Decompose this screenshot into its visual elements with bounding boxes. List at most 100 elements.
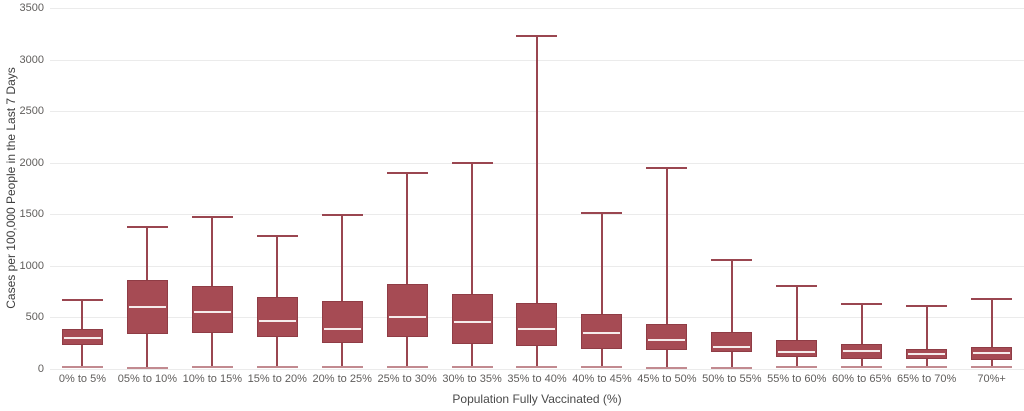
median-line (648, 339, 686, 342)
whisker-cap-top (581, 212, 623, 215)
whisker-cap-bottom (581, 366, 623, 369)
median-line (128, 306, 166, 309)
whisker-cap-bottom (61, 366, 103, 369)
box-plot-40% to 45% (569, 8, 634, 369)
box-plot-0% to 5% (50, 8, 115, 369)
iqr-box (581, 313, 623, 350)
x-category-label: 35% to 40% (507, 373, 567, 385)
x-category-label: 60% to 65% (832, 373, 892, 385)
whisker-stem (600, 213, 603, 368)
whisker-stem (535, 35, 538, 368)
box-plot-25% to 30% (375, 8, 440, 369)
whisker-cap-top (191, 216, 233, 219)
whisker-cap-top (321, 214, 363, 217)
whisker-stem (665, 167, 668, 368)
iqr-box (256, 296, 298, 337)
whisker-cap-bottom (906, 366, 948, 369)
y-tick-label: 0 (37, 363, 44, 375)
whisker-cap-top (776, 284, 818, 287)
median-line (778, 350, 816, 353)
x-category-label: 40% to 45% (572, 373, 632, 385)
y-tick-label: 3000 (19, 53, 44, 66)
plot-area (50, 8, 1024, 370)
whisker-cap-bottom (451, 366, 493, 369)
box-plot-30% to 35% (440, 8, 505, 369)
median-line (63, 336, 101, 339)
box-plot-65% to 70% (894, 8, 959, 369)
x-category-label: 70%+ (977, 373, 1006, 385)
box-plot-05% to 10% (115, 8, 180, 369)
y-tick-label: 1000 (19, 259, 44, 272)
whisker-cap-bottom (841, 366, 883, 369)
median-line (713, 346, 751, 349)
x-axis-title: Population Fully Vaccinated (%) (452, 392, 622, 406)
y-tick-label: 1500 (19, 208, 44, 221)
box-plot-20% to 25% (310, 8, 375, 369)
whisker-stem (471, 162, 474, 368)
median-line (518, 327, 556, 330)
whisker-cap-top (451, 161, 493, 164)
whisker-stem (990, 298, 993, 368)
x-category-label: 65% to 70% (896, 373, 957, 385)
gridline (50, 369, 1024, 370)
box-plot-45% to 50% (634, 8, 699, 369)
whisker-stem (795, 285, 798, 368)
median-line (388, 315, 426, 318)
whisker-cap-top (126, 225, 168, 228)
y-axis: 0 500 1000 1500 2000 2500 3000 3500 (0, 2, 44, 375)
iqr-box (321, 300, 363, 344)
whisker-cap-top (841, 303, 883, 306)
whisker-cap-top (516, 34, 558, 37)
whisker-cap-bottom (646, 366, 688, 369)
whisker-cap-bottom (971, 366, 1013, 369)
whisker-cap-bottom (711, 366, 753, 369)
whisker-cap-bottom (256, 366, 298, 369)
whisker-cap-bottom (516, 366, 558, 369)
median-line (908, 353, 946, 356)
x-category-label: 15% to 20% (247, 373, 307, 385)
median-line (843, 350, 881, 353)
x-category-label: 25% to 30% (377, 373, 437, 385)
iqr-box (386, 284, 428, 337)
whisker-stem (860, 304, 863, 368)
median-line (453, 320, 491, 323)
iqr-box (711, 332, 753, 352)
x-category-label: 0% to 5% (58, 373, 107, 385)
box-plot-15% to 20% (245, 8, 310, 369)
iqr-box (646, 323, 688, 351)
median-line (323, 327, 361, 330)
x-category-label: 55% to 60% (767, 373, 827, 385)
whisker-cap-top (256, 234, 298, 237)
median-line (258, 319, 296, 322)
whisker-cap-top (711, 258, 753, 261)
box-plot-10% to 15% (180, 8, 245, 369)
whisker-cap-top (906, 305, 948, 308)
box-plot-55% to 60% (764, 8, 829, 369)
whisker-stem (341, 215, 344, 368)
whisker-cap-top (386, 172, 428, 175)
whisker-cap-top (61, 298, 103, 301)
y-tick-label: 3500 (19, 2, 44, 14)
y-tick-label: 500 (25, 311, 44, 324)
x-category-label: 50% to 55% (702, 373, 762, 385)
whisker-stem (730, 259, 733, 368)
box-plot-50% to 55% (699, 8, 764, 369)
whisker-cap-bottom (191, 366, 233, 369)
median-line (973, 352, 1011, 355)
median-line (583, 332, 621, 335)
whisker-stem (925, 306, 928, 368)
whisker-stem (406, 173, 409, 368)
x-category-label: 30% to 35% (442, 373, 502, 385)
iqr-box (451, 294, 493, 345)
x-category-label: 10% to 15% (182, 373, 242, 385)
y-tick-label: 2500 (19, 105, 44, 118)
whisker-cap-top (971, 297, 1013, 300)
y-tick-label: 2000 (19, 156, 44, 169)
whisker-cap-bottom (386, 366, 428, 369)
iqr-box (516, 303, 558, 347)
iqr-box (776, 339, 818, 358)
whisker-cap-top (646, 166, 688, 169)
whisker-cap-bottom (126, 366, 168, 369)
gridline (50, 8, 1024, 9)
